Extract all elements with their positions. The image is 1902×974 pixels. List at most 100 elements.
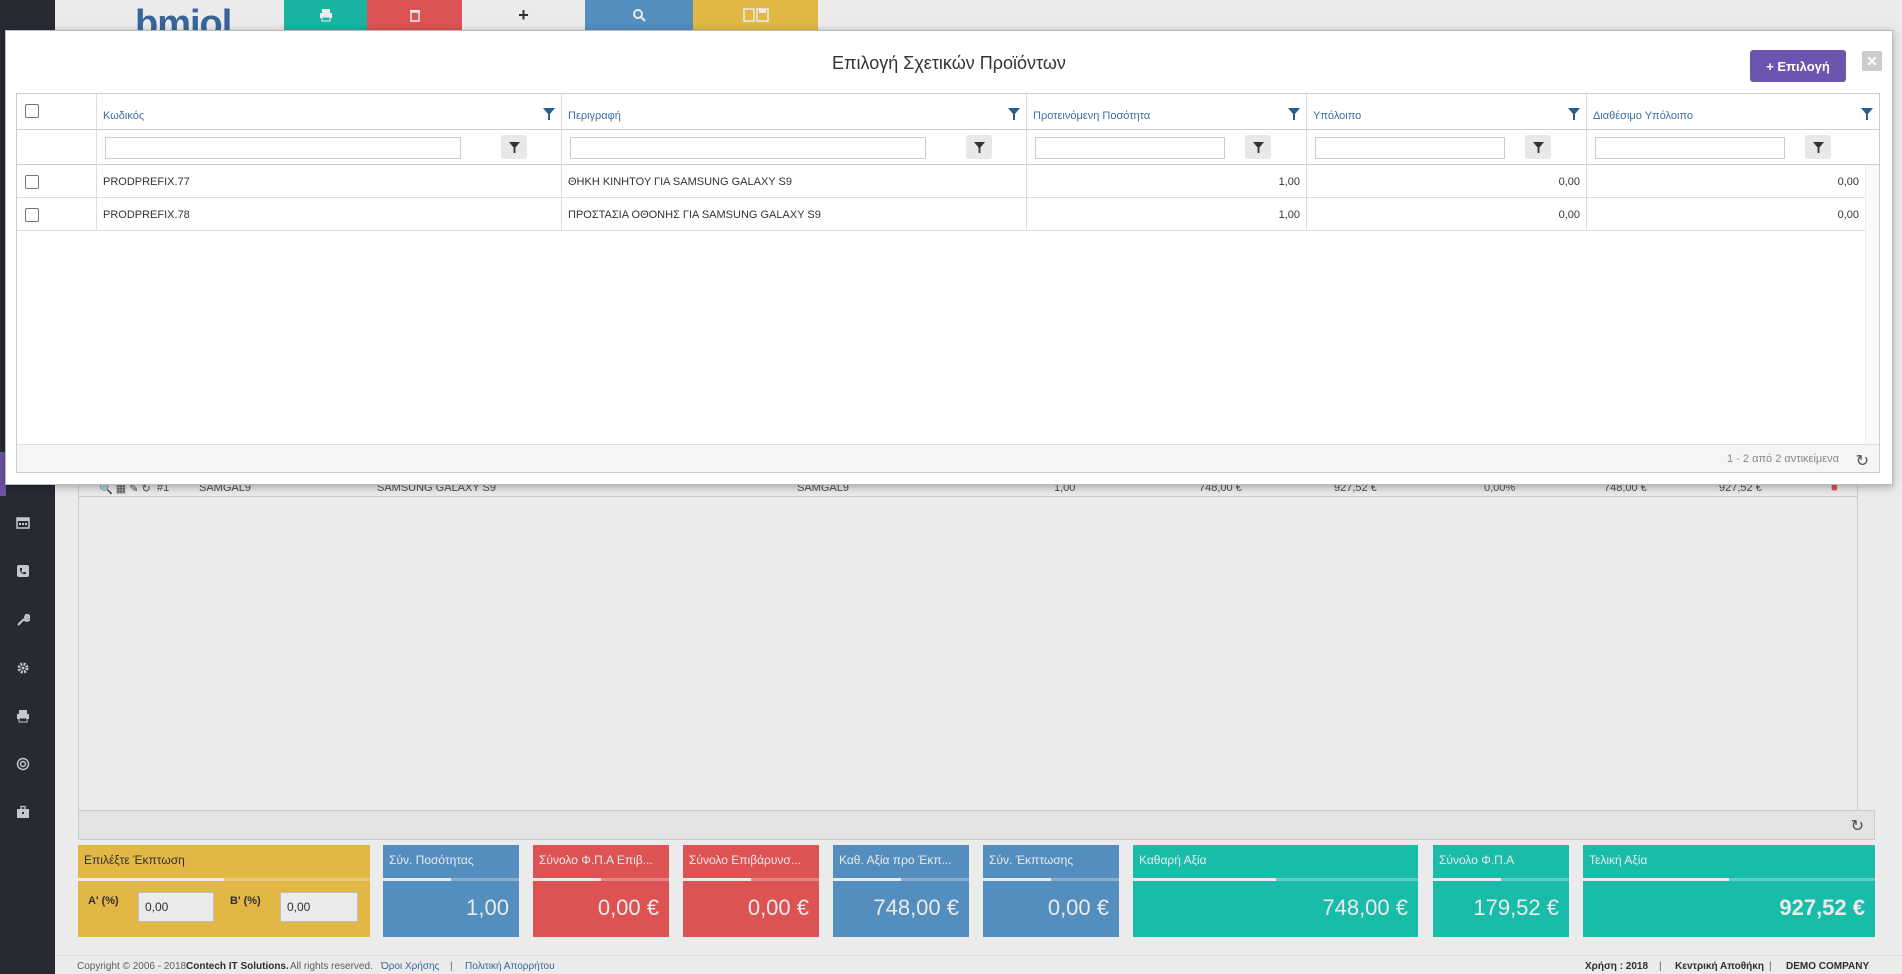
add-button[interactable]: +	[462, 0, 585, 30]
cell-balance: 0,00	[1307, 198, 1587, 231]
net-before-discount-card: Καθ. Αξία προ Έκπ... 748,00 €	[833, 845, 969, 937]
filter-cell-suggested-qty	[1027, 130, 1307, 165]
line-final: 927,52 €	[1719, 482, 1762, 494]
discount-card-bar	[78, 878, 370, 881]
filter-available-input[interactable]	[1595, 137, 1785, 159]
card-value: 748,00 €	[873, 895, 959, 920]
row-actions-icons[interactable]: 🔍 ▦ ✎ ↻	[99, 483, 151, 495]
filter-icon[interactable]	[1861, 108, 1873, 120]
header-label: Προτεινόμενη Ποσότητα	[1033, 110, 1151, 122]
cell-description: ΘΗΚΗ ΚΙΝΗΤΟΥ ΓΙΑ SAMSUNG GALAXY S9	[562, 165, 1027, 198]
print-button[interactable]	[284, 0, 367, 30]
filter-icon[interactable]	[1568, 108, 1580, 120]
filter-icon[interactable]	[543, 108, 555, 120]
card-value: 179,52 €	[1473, 895, 1559, 920]
filter-cell-balance	[1307, 130, 1587, 165]
filter-suggested-qty-input[interactable]	[1035, 137, 1225, 159]
filter-cell-empty	[17, 130, 97, 165]
filter-button[interactable]	[1245, 135, 1271, 159]
wrench-icon[interactable]	[0, 598, 45, 642]
card-label: Τελική Αξία	[1589, 853, 1648, 867]
row-select-cell	[17, 165, 97, 198]
line-net: 748,00 €	[1604, 482, 1647, 494]
filter-button[interactable]	[1525, 135, 1551, 159]
refresh-icon[interactable]: ↻	[1855, 453, 1869, 470]
card-value: 748,00 €	[1322, 895, 1408, 920]
cell-code: PRODPREFIX.77	[97, 165, 562, 198]
header-label: Διαθέσιμο Υπόλοιπο	[1593, 110, 1693, 122]
header-select-all	[17, 94, 97, 130]
header-balance[interactable]: Υπόλοιπο	[1307, 94, 1587, 130]
surcharge-card: Σύνολο Επιβάρυνσ... 0,00 €	[683, 845, 819, 937]
filter-button[interactable]	[501, 135, 527, 159]
line-qty: 1,00	[1054, 482, 1076, 494]
row-checkbox[interactable]	[25, 208, 39, 222]
row-checkbox[interactable]	[25, 175, 39, 189]
filter-icon	[1532, 141, 1544, 153]
table-row[interactable]: PRODPREFIX.77 ΘΗΚΗ ΚΙΝΗΤΟΥ ΓΙΑ SAMSUNG G…	[17, 165, 1879, 198]
save-button[interactable]	[693, 0, 818, 30]
filter-row	[17, 130, 1879, 165]
close-icon[interactable]: ✕	[1862, 51, 1882, 71]
filter-button[interactable]	[1805, 135, 1831, 159]
privacy-link[interactable]: Πολιτική Απορρήτου	[465, 961, 555, 972]
header-code[interactable]: Κωδικός	[97, 94, 562, 130]
cell-suggested-qty: 1,00	[1027, 165, 1307, 198]
header-suggested-qty[interactable]: Προτεινόμενη Ποσότητα	[1027, 94, 1307, 130]
app-logo: bmiol	[135, 3, 232, 30]
cell-description: ΠΡΟΣΤΑΣΙΑ ΟΘΟΝΗΣ ΓΙΑ SAMSUNG GALAXY S9	[562, 198, 1027, 231]
delete-button[interactable]	[367, 0, 462, 30]
globe-icon[interactable]	[0, 742, 45, 786]
table-row[interactable]: PRODPREFIX.78 ΠΡΟΣΤΑΣΙΑ ΟΘΟΝΗΣ ΓΙΑ SAMSU…	[17, 198, 1879, 231]
select-button[interactable]: + Επιλογή	[1750, 50, 1846, 82]
terms-link[interactable]: Όροι Χρήσης	[381, 961, 440, 972]
phone-icon[interactable]	[0, 549, 45, 593]
vat-surcharge-card: Σύνολο Φ.Π.Α Επιβ... 0,00 €	[533, 845, 669, 937]
filter-icon	[1812, 141, 1824, 153]
grid-pager: 1 - 2 από 2 αντικείμενα ↻	[17, 444, 1879, 472]
discount-a-label: Α' (%)	[88, 895, 119, 907]
filter-icon[interactable]	[1008, 108, 1020, 120]
total-vat-card: Σύνολο Φ.Π.Α 179,52 €	[1433, 845, 1569, 937]
grid-footer: ↻	[78, 810, 1875, 840]
filter-icon	[508, 141, 520, 153]
filter-icon	[973, 141, 985, 153]
line-description: SAMSUNG GALAXY S9	[377, 482, 497, 494]
card-label: Καθ. Αξία προ Έκπ...	[839, 853, 952, 867]
filter-description-input[interactable]	[570, 137, 926, 159]
vertical-scrollbar[interactable]	[1865, 165, 1879, 444]
related-products-modal: Επιλογή Σχετικών Προϊόντων + Επιλογή ✕ Κ…	[5, 30, 1893, 485]
search-button[interactable]	[585, 0, 693, 30]
discount-card: Επιλέξτε Έκπτωση Α' (%) 0,00 Β' (%) 0,00	[78, 845, 370, 937]
filter-cell-code	[97, 130, 562, 165]
print-icon[interactable]	[0, 694, 45, 738]
card-value: 0,00 €	[1047, 895, 1109, 920]
filter-code-input[interactable]	[105, 137, 461, 159]
plus-icon: +	[518, 4, 529, 25]
top-toolbar: bmiol +	[55, 0, 1902, 30]
calendar-icon[interactable]	[0, 500, 45, 544]
rights-text: All rights reserved.	[290, 961, 373, 972]
discount-b-input[interactable]: 0,00	[280, 892, 358, 922]
refresh-icon[interactable]: ↻	[1850, 818, 1864, 835]
company-label: DEMO COMPANY	[1786, 961, 1870, 972]
filter-button[interactable]	[966, 135, 992, 159]
filter-cell-description	[562, 130, 1027, 165]
header-label: Υπόλοιπο	[1313, 110, 1362, 122]
delete-line-icon[interactable]: ■	[1831, 482, 1838, 494]
select-all-checkbox[interactable]	[25, 104, 39, 118]
line-price: 748,00 €	[1199, 482, 1242, 494]
filter-balance-input[interactable]	[1315, 137, 1505, 159]
table-row[interactable]: 🔍 ▦ ✎ ↻ #1 SAMGAL9 SAMSUNG GALAXY S9 SAM…	[79, 481, 1857, 497]
discount-a-input[interactable]: 0,00	[138, 892, 214, 922]
gear-icon[interactable]	[0, 646, 45, 690]
total-quantity-card: Σύν. Ποσότητας 1,00	[383, 845, 519, 937]
line-number: #1	[157, 482, 170, 494]
briefcase-icon[interactable]	[0, 790, 45, 834]
filter-icon[interactable]	[1288, 108, 1300, 120]
card-label: Σύνολο Φ.Π.Α Επιβ...	[539, 853, 653, 867]
header-available-balance[interactable]: Διαθέσιμο Υπόλοιπο	[1587, 94, 1879, 130]
card-label: Καθαρή Αξία	[1139, 853, 1207, 867]
discount-card-label: Επιλέξτε Έκπτωση	[84, 853, 185, 867]
header-description[interactable]: Περιγραφή	[562, 94, 1027, 130]
